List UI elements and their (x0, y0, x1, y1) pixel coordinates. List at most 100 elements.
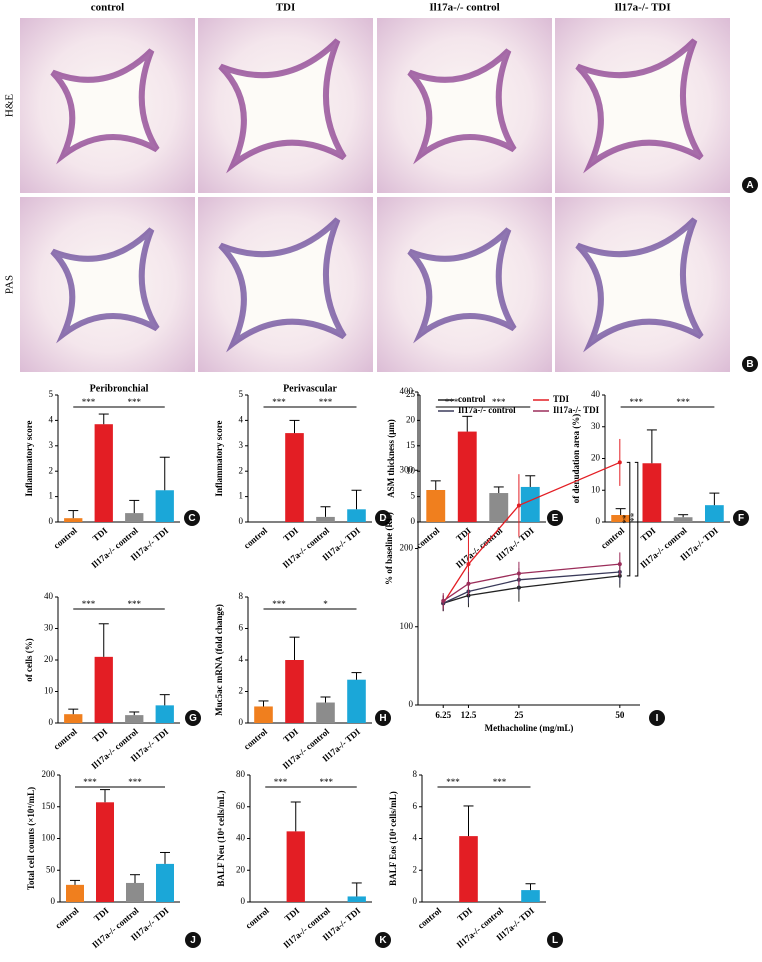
y-tick-label: 20 (236, 864, 246, 874)
panel-letter: L (552, 935, 558, 946)
panel-badge (375, 510, 391, 526)
y-tick-label: 8 (413, 769, 418, 779)
panel-letter: J (190, 935, 196, 946)
y-tick-label: 0 (239, 717, 244, 727)
panel-letter: C (188, 513, 195, 524)
y-tick-label: 10 (406, 465, 416, 475)
airway-lumen (575, 38, 710, 174)
y-tick-label: 0 (239, 516, 244, 526)
x-tick-label: TDI (281, 525, 300, 543)
y-tick-label: 0 (49, 516, 54, 526)
panel-badge (375, 710, 391, 726)
bar (286, 831, 305, 902)
y-tick-label: 15 (406, 440, 416, 450)
bar (285, 660, 304, 723)
significance: *** (274, 777, 288, 787)
y-tick-label: 0 (411, 516, 416, 526)
x-tick-label: TDI (91, 525, 110, 543)
column-header: control (91, 2, 124, 14)
y-tick-label: 20 (591, 453, 601, 463)
y-tick-label: 4 (413, 833, 418, 843)
bar (457, 431, 477, 522)
x-tick-label: control (51, 525, 79, 551)
significance: *** (128, 777, 142, 787)
bar (459, 836, 478, 902)
panel-letter: I (656, 713, 659, 724)
point (617, 562, 622, 567)
y-tick-label: 0 (596, 516, 601, 526)
panel-letter: F (738, 513, 744, 524)
bar (126, 882, 144, 902)
bar (705, 505, 724, 522)
y-tick-label: 6 (239, 623, 244, 633)
y-tick-label: 150 (42, 801, 56, 811)
y-tick-label: 30 (591, 421, 601, 431)
x-tick-label: control (51, 726, 79, 752)
legend-label: control (458, 394, 486, 404)
y-tick-label: 200 (400, 543, 414, 553)
y-tick-label: 4 (239, 654, 244, 664)
x-tick-label: TDI (639, 525, 658, 543)
significance: *** (272, 599, 286, 609)
y-axis-label: ASM thickness (μm) (386, 419, 396, 498)
y-tick-label: 5 (411, 491, 416, 501)
panel-badge (733, 510, 749, 526)
y-tick-label: 0 (241, 896, 246, 906)
y-tick-label: 400 (400, 386, 414, 396)
x-tick-label: TDI (454, 525, 473, 543)
y-axis-label: Inflammatory score (24, 420, 34, 496)
y-tick-label: 4 (239, 414, 244, 424)
x-tick-label: 12.5 (461, 710, 477, 720)
y-tick-label: 4 (49, 414, 54, 424)
x-tick-label: control (599, 525, 627, 551)
x-axis-label: Methacholine (mg/mL) (485, 723, 574, 733)
y-tick-label: 80 (236, 769, 246, 779)
legend-label: TDI (553, 394, 570, 404)
bar (489, 493, 509, 522)
significance: *** (446, 777, 460, 787)
y-axis-label: Inflammatory score (214, 420, 224, 496)
bar (521, 890, 540, 902)
point (441, 598, 446, 603)
significance: * (323, 599, 328, 609)
y-tick-label: 3 (239, 440, 244, 450)
bar (642, 463, 662, 522)
y-tick-label: 300 (400, 464, 414, 474)
y-tick-label: 200 (42, 769, 56, 779)
panel-letter: D (379, 513, 386, 524)
bar (64, 518, 83, 522)
significance: *** (82, 397, 96, 407)
y-tick-label: 40 (236, 833, 246, 843)
significance: *** (493, 777, 507, 787)
point (516, 571, 521, 576)
significance: *** (445, 397, 459, 407)
point (617, 460, 622, 465)
bar (316, 516, 335, 522)
y-axis-label: BALF Eos (10⁴ cells/mL) (388, 791, 398, 886)
bar (254, 706, 273, 723)
y-tick-label: 10 (591, 484, 601, 494)
panel-letter: K (379, 935, 387, 946)
point (516, 503, 521, 508)
bar (520, 486, 540, 522)
bar (66, 884, 84, 902)
chart-title: Peribronchial (90, 383, 149, 394)
significance: *** (319, 397, 333, 407)
y-tick-label: 0 (51, 896, 56, 906)
row-label: PAS (4, 275, 16, 294)
y-tick-label: 40 (44, 591, 54, 601)
airway-lumen (407, 48, 523, 165)
y-tick-label: 25 (406, 389, 416, 399)
y-tick-label: 5 (239, 389, 244, 399)
x-tick-label: TDI (91, 726, 110, 744)
y-tick-label: 20 (44, 654, 54, 664)
bar (125, 513, 144, 522)
point (466, 581, 471, 586)
significance: *** (128, 397, 142, 407)
x-tick-label: control (243, 905, 271, 931)
y-tick-label: 3 (49, 440, 54, 450)
y-tick-label: 60 (236, 801, 246, 811)
significance-bracket (634, 461, 639, 577)
y-tick-label: 0 (49, 717, 54, 727)
